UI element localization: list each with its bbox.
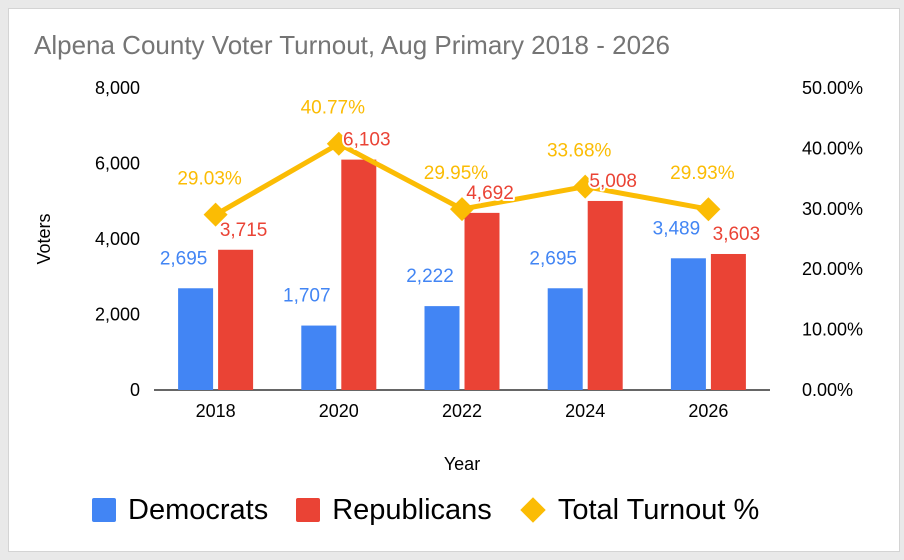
y2-tick-label: 40.00% [802, 138, 863, 158]
legend-label-democrats: Democrats [128, 493, 269, 526]
y2-tick-label: 30.00% [802, 199, 863, 219]
data-label-turnout: 29.93% [670, 163, 735, 184]
y2-tick-label: 10.00% [802, 320, 863, 340]
data-label-turnout: 29.03% [177, 169, 242, 190]
y-tick-label: 2,000 [95, 305, 140, 325]
data-label-democrats: 1,707 [283, 286, 331, 307]
data-label-democrats: 2,222 [406, 266, 454, 287]
legend-label-turnout: Total Turnout % [557, 493, 760, 526]
data-label-democrats: 2,695 [160, 248, 208, 269]
x-tick-label: 2018 [196, 401, 236, 421]
y-tick-label: 6,000 [95, 154, 140, 174]
x-tick-label: 2026 [688, 401, 728, 421]
turnout-point [203, 202, 228, 227]
bar-democrats [178, 288, 214, 390]
data-label-democrats: 2,695 [529, 248, 577, 269]
chart-frame [8, 8, 900, 552]
legend-item-turnout: Total Turnout % [520, 493, 760, 527]
y2-tick-label: 50.00% [802, 78, 863, 98]
bar-republicans [587, 200, 623, 390]
bar-republicans [341, 159, 377, 390]
y-tick-label: 8,000 [95, 78, 140, 98]
bar-republicans [710, 253, 746, 390]
bar-republicans [218, 249, 254, 390]
y2-tick-label: 20.00% [802, 259, 863, 279]
legend-swatch-democrats [92, 498, 116, 522]
bar-democrats [424, 306, 460, 390]
legend-marker-turnout [520, 497, 546, 523]
y-tick-label: 0 [130, 380, 140, 400]
bar-republicans [464, 212, 500, 390]
data-label-turnout: 40.77% [301, 98, 366, 119]
chart-title: Alpena County Voter Turnout, Aug Primary… [34, 30, 670, 60]
x-tick-label: 2020 [319, 401, 359, 421]
legend-swatch-republicans [296, 498, 321, 522]
data-label-republicans: 4,692 [466, 183, 514, 204]
bar-democrats [301, 325, 337, 390]
data-label-turnout: 29.95% [424, 163, 489, 184]
x-tick-label: 2024 [565, 401, 605, 421]
legend: Democrats Republicans Total Turnout % [92, 490, 759, 530]
data-label-turnout: 33.68% [547, 141, 612, 162]
data-label-republicans: 5,008 [589, 171, 637, 192]
legend-label-republicans: Republicans [332, 493, 492, 526]
data-label-republicans: 3,603 [713, 224, 761, 245]
data-label-democrats: 3,489 [653, 218, 701, 239]
bar-democrats [547, 288, 583, 390]
data-label-republicans: 6,103 [343, 130, 391, 151]
legend-item-democrats: Democrats [92, 494, 268, 527]
x-axis-title: Year [444, 454, 480, 474]
y-axis-title: Voters [34, 213, 54, 264]
x-tick-label: 2022 [442, 401, 482, 421]
turnout-point [450, 197, 474, 222]
bar-democrats [670, 258, 706, 390]
y2-tick-label: 0.00% [802, 380, 853, 400]
turnout-point [573, 174, 598, 199]
turnout-point [696, 197, 721, 222]
turnout-point [326, 131, 351, 156]
y-tick-label: 4,000 [95, 229, 140, 249]
legend-item-republicans: Republicans [296, 494, 492, 527]
data-label-republicans: 3,715 [220, 220, 268, 241]
